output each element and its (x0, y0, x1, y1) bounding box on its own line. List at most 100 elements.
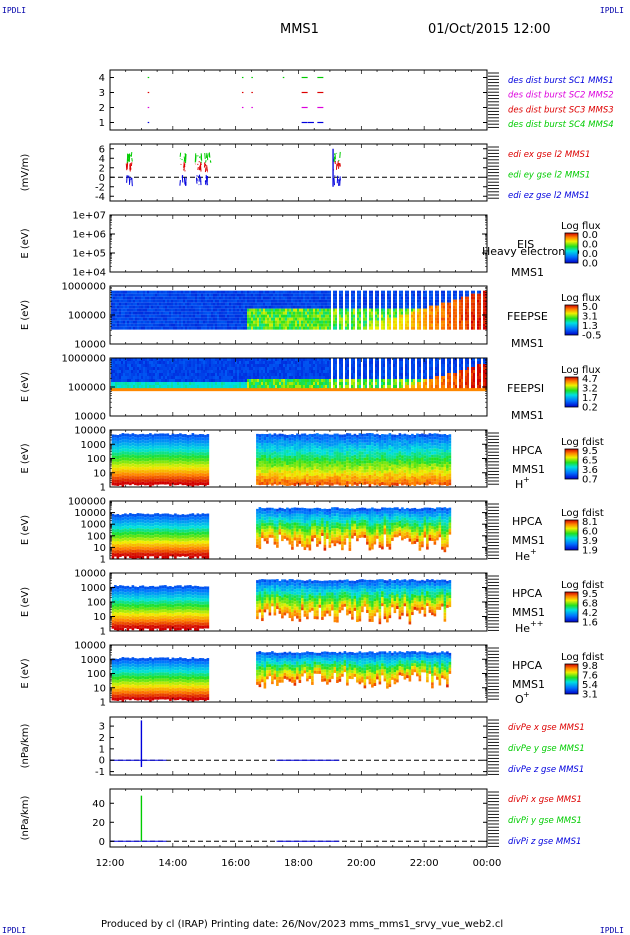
spectrogram-cell (461, 324, 463, 327)
spectrogram-cell (227, 367, 229, 370)
spectrogram-cell (181, 370, 183, 373)
spectrogram-cell (351, 315, 353, 318)
spectrogram-cell (325, 382, 327, 385)
spectrogram-cell (313, 370, 315, 373)
spectrogram-cell (199, 327, 201, 330)
spectrogram-cell (419, 388, 421, 391)
spectrogram-cell (229, 376, 231, 379)
spectrogram-cell (471, 321, 473, 324)
spectrogram-cell (253, 297, 255, 300)
spectrogram-cell (267, 327, 269, 330)
spectrogram-cell (483, 303, 485, 306)
spectrogram-cell (245, 388, 247, 391)
spectrogram-cell (271, 388, 273, 391)
spectrogram-cell (139, 327, 141, 330)
spectrogram-cell (142, 461, 145, 464)
spectrogram-cell (335, 382, 337, 385)
spectrogram-cell (117, 303, 119, 306)
spectrogram-cell (225, 373, 227, 376)
spectrogram-cell (223, 361, 225, 364)
spectrogram-cell (132, 445, 135, 448)
spectrogram-cell (165, 303, 167, 306)
spectrogram-cell (329, 382, 331, 385)
spectrogram-cell (399, 373, 401, 376)
spectrogram-cell (307, 291, 309, 294)
spectrogram-cell (251, 291, 253, 294)
spectrogram-cell (455, 300, 457, 303)
spectrogram-cell (339, 388, 341, 391)
spectrogram-cell (117, 315, 119, 318)
spectrogram-cell (213, 318, 215, 321)
spectrogram-cell (117, 294, 119, 297)
spectrogram-cell (283, 376, 285, 379)
spectrogram-cell (453, 294, 455, 297)
colorbar (565, 233, 578, 263)
spectrogram-cell (447, 318, 449, 321)
spectrogram-cell (453, 291, 455, 294)
spectrogram-cell (205, 370, 207, 373)
spectrogram-cell (435, 388, 437, 391)
spectrogram-cell (143, 315, 145, 318)
spectrogram-cell (281, 388, 283, 391)
spectrogram-cell (195, 370, 197, 373)
edi-point (200, 156, 201, 158)
spectrogram-cell (205, 379, 207, 382)
spectrogram-cell (134, 437, 137, 440)
spectrogram-cell (122, 436, 125, 439)
spectrogram-cell (239, 382, 241, 385)
spectrogram-cell (299, 367, 301, 370)
spectrogram-cell (339, 370, 341, 373)
spectrogram-cell (149, 327, 151, 330)
spectrogram-cell (125, 321, 127, 324)
spectrogram-cell (455, 315, 457, 318)
spectrogram-cell (145, 318, 147, 321)
spectrogram-cell (139, 455, 142, 458)
spectrogram-cell (145, 364, 147, 367)
spectrogram-cell (147, 361, 149, 364)
spectrogram-cell (261, 315, 263, 318)
spectrogram-cell (127, 327, 129, 330)
spectrogram-cell (241, 364, 243, 367)
spectrogram-cell (327, 367, 329, 370)
spectrogram-cell (431, 315, 433, 318)
spectrogram-cell (283, 309, 285, 312)
spectrogram-cell (351, 376, 353, 379)
spectrogram-cell (269, 370, 271, 373)
spectrogram-cell (275, 370, 277, 373)
spectrogram-cell (199, 312, 201, 315)
spectrogram-cell (441, 297, 443, 300)
spectrogram-cell (387, 385, 389, 388)
spectrogram-cell (399, 294, 401, 297)
edi-point (184, 157, 185, 160)
spectrogram-cell (431, 294, 433, 297)
spectrogram-cell (277, 303, 279, 306)
spectrogram-cell (185, 309, 187, 312)
spectrogram-cell (129, 315, 131, 318)
spectrogram-cell (117, 456, 120, 459)
spectrogram-cell (141, 318, 143, 321)
spectrogram-cell (122, 469, 125, 472)
spectrogram-cell (127, 379, 129, 382)
spectrogram-cell (453, 379, 455, 382)
spectrogram-cell (333, 370, 335, 373)
spectrogram-cell (305, 321, 307, 324)
edi-point (182, 159, 183, 160)
spectrogram-cell (351, 382, 353, 385)
spectrogram-cell (261, 370, 263, 373)
spectrogram-cell (419, 315, 421, 318)
spectrogram-cell (295, 370, 297, 373)
spectrogram-cell (297, 364, 299, 367)
spectrogram-cell (479, 300, 481, 303)
spectrogram-cell (275, 300, 277, 303)
spectrogram-cell (132, 451, 135, 454)
spectrogram-cell (395, 327, 397, 330)
spectrogram-cell (287, 373, 289, 376)
spectrogram-cell (129, 318, 131, 321)
spectrogram-cell (134, 473, 137, 476)
spectrogram-cell (119, 476, 122, 479)
spectrogram-cell (393, 300, 395, 303)
spectrogram-cell (249, 361, 251, 364)
spectrogram-cell (131, 312, 133, 315)
spectrogram-cell (243, 321, 245, 324)
spectrogram-cell (479, 376, 481, 379)
